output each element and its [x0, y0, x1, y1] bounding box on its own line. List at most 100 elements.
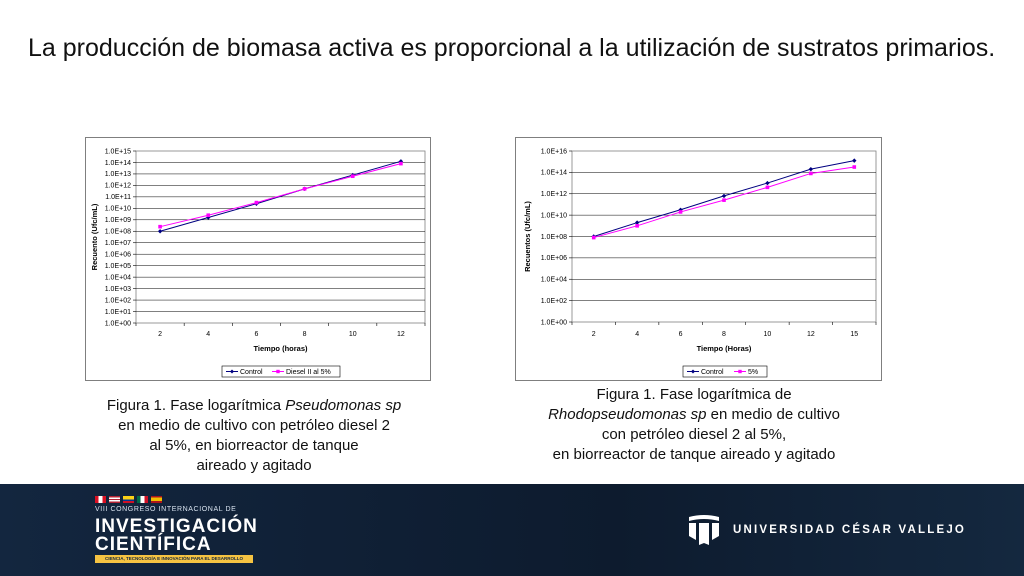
data-point [399, 161, 403, 166]
legend-label: Control [701, 369, 724, 376]
y-tick-label: 1.0E+12 [105, 183, 131, 190]
y-tick-label: 1.0E+00 [541, 319, 567, 326]
legend: Control Diesel II al 5% [221, 365, 341, 378]
x-tick-label: 8 [722, 331, 726, 338]
x-tick-label: 2 [158, 331, 162, 338]
series-line-diesel [159, 163, 402, 228]
y-tick-label: 1.0E+01 [105, 309, 131, 316]
caption2-species: Rhodopseudomonas sp [548, 406, 707, 423]
university-name: UNIVERSIDAD CÉSAR VALLEJO [733, 524, 967, 536]
y-tick-label: 1.0E+09 [105, 217, 131, 224]
flag-icon [109, 496, 120, 503]
data-point [852, 158, 857, 163]
flag-icon [123, 496, 134, 503]
caption1-line4: aireado y agitado [196, 457, 312, 474]
slide-title: La producción de biomasa activa es propo… [28, 34, 996, 62]
legend-label: Diesel II al 5% [286, 369, 331, 376]
y-tick-label: 1.0E+06 [541, 255, 567, 262]
x-axis-title: Tiempo (horas) [253, 344, 308, 353]
y-tick-label: 1.0E+00 [105, 320, 131, 327]
data-point [765, 185, 770, 190]
caption1-species: Pseudomonas sp [285, 397, 402, 414]
y-tick-label: 1.0E+08 [541, 234, 567, 241]
ucv-logo-icon [689, 515, 719, 545]
x-tick-label: 4 [206, 331, 210, 338]
legend: Control 5% [682, 365, 768, 378]
legend-marker [230, 369, 234, 374]
data-point [678, 210, 683, 214]
x-tick-label: 6 [254, 331, 258, 338]
chart-rhodopseudomonas-svg: 1.0E+00 1.0E+02 1.0E+04 1.0E+06 1.0E+08 1.0E+… [523, 148, 877, 378]
flag-icon [137, 496, 148, 503]
y-tick-label: 1.0E+02 [541, 298, 567, 305]
x-tick-label: 12 [807, 331, 815, 338]
data-point [158, 224, 162, 229]
y-tick-label: 1.0E+11 [105, 194, 131, 201]
figure-caption-2: Figura 1. Fase logarítmica de Rhodopseud… [512, 385, 876, 465]
y-tick-label: 1.0E+04 [541, 277, 567, 284]
flags-row [95, 496, 162, 503]
congress-word-cientifica: CIENTÍFICA [95, 534, 212, 555]
series-line-control [159, 160, 402, 232]
y-tick-label: 1.0E+06 [105, 252, 131, 259]
y-tick-label: 1.0E+14 [541, 170, 567, 177]
data-point [350, 174, 355, 179]
caption1-line3: al 5%, en biorreactor de tanque [149, 437, 359, 454]
y-tick-label: 1.0E+16 [541, 148, 567, 155]
flag-icon [95, 496, 106, 503]
congress-line: VIII CONGRESO INTERNACIONAL DE [95, 506, 237, 513]
caption2-line3: con petróleo diesel 2 al 5%, [601, 426, 787, 443]
data-point [722, 198, 726, 202]
x-tick-label: 15 [850, 331, 858, 338]
y-tick-label: 1.0E+08 [105, 229, 131, 236]
x-tick-label: 8 [303, 331, 307, 338]
chart-rhodopseudomonas: 1.0E+00 1.0E+02 1.0E+04 1.0E+06 1.0E+08 1.0E+… [515, 137, 882, 381]
x-tick-label: 12 [397, 331, 405, 338]
y-tick-label: 1.0E+10 [541, 212, 567, 219]
y-tick-label: 1.0E+05 [105, 263, 131, 270]
data-point [809, 171, 813, 176]
congress-tagline: CIENCIA, TECNOLOGÍA E INNOVACIÓN PARA EL… [95, 555, 253, 563]
legend-marker [276, 369, 280, 374]
legend-label: 5% [748, 369, 758, 376]
y-tick-label: 1.0E+12 [541, 191, 567, 198]
flag-icon [151, 496, 162, 503]
congress-logo: VIII CONGRESO INTERNACIONAL DE INVESTIGA… [95, 496, 275, 566]
caption2-line1: Figura 1. Fase logarítmica de [596, 386, 792, 403]
y-axis-title: Recuentos (Ufc/mL) [523, 201, 532, 272]
x-tick-label: 6 [679, 331, 683, 338]
legend-box [682, 365, 768, 378]
y-tick-label: 1.0E+04 [105, 274, 131, 281]
legend-label: Control [240, 369, 263, 376]
y-tick-label: 1.0E+03 [105, 286, 131, 293]
x-tick-label: 4 [635, 331, 639, 338]
x-axis-title: Tiempo (Horas) [697, 344, 752, 353]
y-tick-label: 1.0E+10 [105, 206, 131, 213]
data-point [765, 180, 770, 186]
data-point [852, 165, 857, 169]
y-axis-title: Recuento (Ufc/mL) [90, 203, 99, 270]
legend-marker [691, 369, 695, 374]
y-tick-label: 1.0E+13 [105, 171, 131, 178]
y-tick-label: 1.0E+14 [105, 160, 131, 167]
data-point [206, 213, 211, 218]
data-point [302, 187, 307, 191]
y-tick-label: 1.0E+15 [105, 148, 131, 155]
data-point [635, 224, 639, 228]
chart-pseudomonas-svg: 1.0E+00 1.0E+01 1.0E+02 1.0E+03 1.0E+04 1.0E+… [90, 148, 426, 378]
x-tick-label: 10 [764, 331, 772, 338]
congress-word-investigacion: INVESTIGACIÓN [95, 516, 258, 537]
figure-caption-1: Figura 1. Fase logarítmica Pseudomonas s… [78, 396, 430, 476]
caption2-line4: en biorreactor de tanque aireado y agita… [552, 446, 836, 463]
data-point [157, 229, 163, 234]
data-point [254, 200, 259, 205]
caption1-prefix: Figura 1. Fase logarítmica [106, 397, 286, 414]
caption1-line2: en medio de cultivo con petróleo diesel … [118, 417, 390, 434]
y-tick-label: 1.0E+02 [105, 297, 131, 304]
legend-marker [738, 369, 742, 374]
data-point [721, 193, 727, 199]
chart-pseudomonas: 1.0E+00 1.0E+01 1.0E+02 1.0E+03 1.0E+04 1.0E+… [85, 137, 431, 381]
caption2-line2: en medio de cultivo [706, 406, 840, 423]
plot-area [135, 150, 426, 324]
x-tick-label: 10 [349, 331, 357, 338]
